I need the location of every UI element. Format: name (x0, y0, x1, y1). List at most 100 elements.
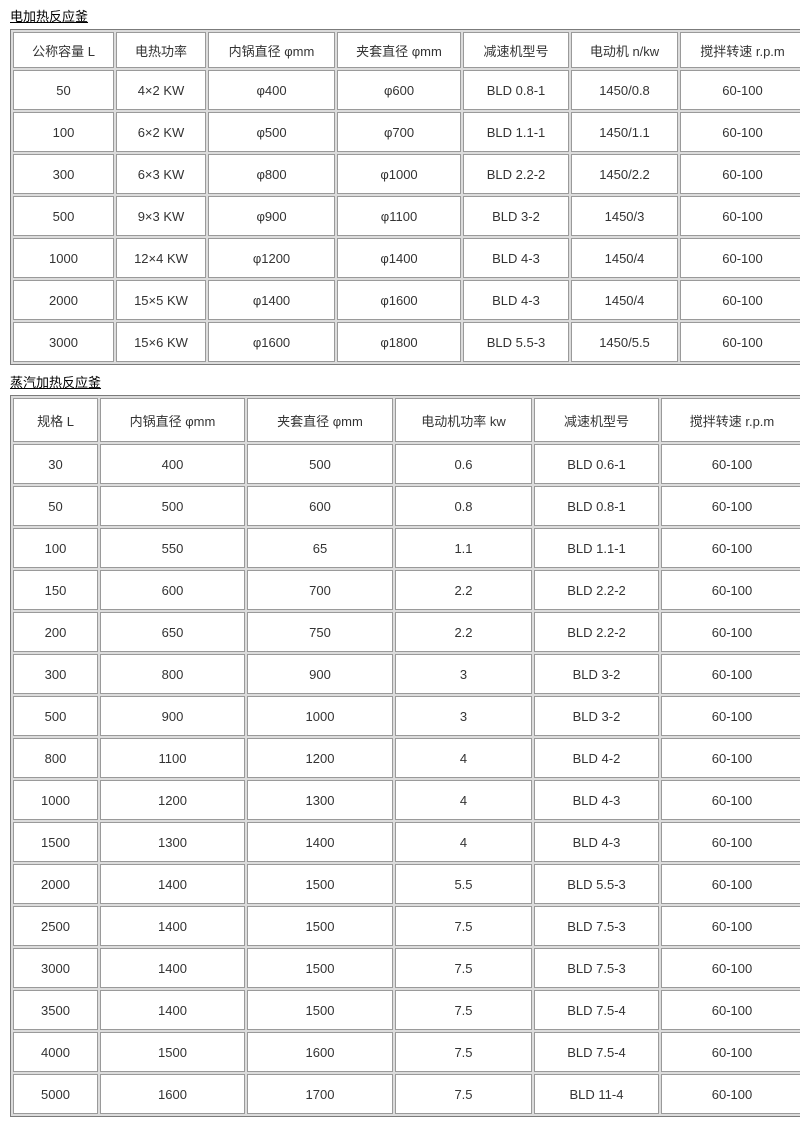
table-cell: 1450/3 (571, 196, 678, 236)
table-cell: φ400 (208, 70, 335, 110)
table-cell: 7.5 (395, 948, 532, 988)
table-cell: 500 (13, 696, 98, 736)
electric-heating-kettle-title: 电加热反应釜 (10, 10, 89, 25)
table-row: 300 6×3 KW φ800 φ1000 BLD 2.2-2 1450/2.2 60-10… (13, 154, 800, 194)
table-cell: φ1600 (208, 322, 335, 362)
table-cell: 60-100 (661, 780, 800, 820)
table-cell: BLD 2.2-2 (463, 154, 569, 194)
table-cell: 1600 (247, 1032, 393, 1072)
table-cell: BLD 0.8-1 (534, 486, 659, 526)
table-row: 3000 1400 1500 7.5 BLD 7.5-3 60-100 (13, 948, 800, 988)
table-cell: 2000 (13, 280, 114, 320)
table-cell: 1400 (100, 864, 245, 904)
table-cell: 3000 (13, 322, 114, 362)
table-cell: 1500 (100, 1032, 245, 1072)
table-row: 100 6×2 KW φ500 φ700 BLD 1.1-1 1450/1.1 60-100 (13, 112, 800, 152)
table-cell: 60-100 (680, 112, 800, 152)
table-cell: BLD 7.5-4 (534, 990, 659, 1030)
table-cell: 150 (13, 570, 98, 610)
table-cell: 4 (395, 822, 532, 862)
table-cell: BLD 2.2-2 (534, 570, 659, 610)
table-cell: 4×2 KW (116, 70, 206, 110)
table-cell: φ1000 (337, 154, 461, 194)
table-cell: 2.2 (395, 570, 532, 610)
table-row: 1000 1200 1300 4 BLD 4-3 60-100 (13, 780, 800, 820)
table-cell: 60-100 (661, 654, 800, 694)
column-header: 减速机型号 (534, 398, 659, 442)
column-header: 电动机 n/kw (571, 32, 678, 68)
column-header: 搅拌转速 r.p.m (680, 32, 800, 68)
table-cell: 1500 (13, 822, 98, 862)
table-row: 500 900 1000 3 BLD 3-2 60-100 (13, 696, 800, 736)
table-cell: 4 (395, 780, 532, 820)
table-cell: 60-100 (661, 948, 800, 988)
table-cell: 60-100 (661, 738, 800, 778)
table-cell: BLD 2.2-2 (534, 612, 659, 652)
table-cell: 1400 (247, 822, 393, 862)
table-row: 150 600 700 2.2 BLD 2.2-2 60-100 (13, 570, 800, 610)
table-cell: 60-100 (680, 154, 800, 194)
table-row: 50 500 600 0.8 BLD 0.8-1 60-100 (13, 486, 800, 526)
table-row: 1000 12×4 KW φ1200 φ1400 BLD 4-3 1450/4 60-100 (13, 238, 800, 278)
table-cell: BLD 5.5-3 (463, 322, 569, 362)
table-row: 100 550 65 1.1 BLD 1.1-1 60-100 (13, 528, 800, 568)
table-cell: 1450/4 (571, 238, 678, 278)
column-header: 减速机型号 (463, 32, 569, 68)
table-cell: 600 (247, 486, 393, 526)
table-cell: 7.5 (395, 906, 532, 946)
table-cell: 1300 (100, 822, 245, 862)
table-cell: 60-100 (661, 1074, 800, 1114)
table-row: 50 4×2 KW φ400 φ600 BLD 0.8-1 1450/0.8 60-100 (13, 70, 800, 110)
column-header: 夹套直径 φmm (247, 398, 393, 442)
column-header: 电动机功率 kw (395, 398, 532, 442)
table-cell: 2500 (13, 906, 98, 946)
table-cell: 4000 (13, 1032, 98, 1072)
table-cell: 9×3 KW (116, 196, 206, 236)
table-row: 5000 1600 1700 7.5 BLD 11-4 60-100 (13, 1074, 800, 1114)
table-cell: 6×3 KW (116, 154, 206, 194)
table-row: 4000 1500 1600 7.5 BLD 7.5-4 60-100 (13, 1032, 800, 1072)
table-cell: 60-100 (661, 486, 800, 526)
table-cell: 3 (395, 696, 532, 736)
table-cell: 60-100 (680, 196, 800, 236)
table-cell: 3000 (13, 948, 98, 988)
table-cell: φ700 (337, 112, 461, 152)
table-cell: 1500 (247, 906, 393, 946)
table-row: 500 9×3 KW φ900 φ1100 BLD 3-2 1450/3 60-100 (13, 196, 800, 236)
table-cell: BLD 7.5-3 (534, 948, 659, 988)
table-row: 300 800 900 3 BLD 3-2 60-100 (13, 654, 800, 694)
table-row: 200 650 750 2.2 BLD 2.2-2 60-100 (13, 612, 800, 652)
table-cell: 1500 (247, 948, 393, 988)
table-cell: 300 (13, 154, 114, 194)
table-cell: 4 (395, 738, 532, 778)
table-cell: 400 (100, 444, 245, 484)
table-cell: 100 (13, 528, 98, 568)
table-cell: 50 (13, 70, 114, 110)
table-cell: BLD 5.5-3 (534, 864, 659, 904)
table-cell: BLD 4-3 (534, 780, 659, 820)
table-cell: 60-100 (661, 822, 800, 862)
table-cell: 6×2 KW (116, 112, 206, 152)
table-cell: 200 (13, 612, 98, 652)
steam-heating-kettle-table: 规格 L 内锅直径 φmm 夹套直径 φmm 电动机功率 kw 减速机型号 搅拌转速 r.… (10, 395, 800, 1117)
table-cell: 0.6 (395, 444, 532, 484)
table-cell: 1600 (100, 1074, 245, 1114)
table-cell: BLD 1.1-1 (534, 528, 659, 568)
table-cell: BLD 1.1-1 (463, 112, 569, 152)
table-cell: φ1100 (337, 196, 461, 236)
table-cell: 5000 (13, 1074, 98, 1114)
table-cell: 1000 (13, 238, 114, 278)
table-cell: 600 (100, 570, 245, 610)
table-cell: BLD 3-2 (534, 654, 659, 694)
table-cell: BLD 4-3 (463, 280, 569, 320)
table-cell: BLD 4-3 (534, 822, 659, 862)
table-cell: 1000 (247, 696, 393, 736)
table-cell: 60-100 (661, 612, 800, 652)
table-cell: 60-100 (661, 864, 800, 904)
steam-heating-kettle-title: 蒸汽加热反应釜 (10, 376, 102, 391)
table-cell: 1700 (247, 1074, 393, 1114)
table-cell: φ1600 (337, 280, 461, 320)
table-cell: 1400 (100, 906, 245, 946)
table-cell: 1300 (247, 780, 393, 820)
